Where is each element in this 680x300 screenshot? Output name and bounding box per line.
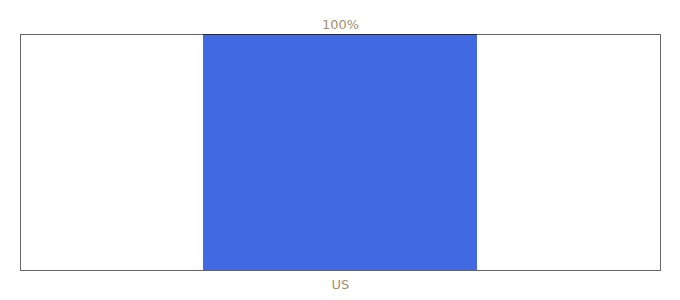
svg-text:US: US — [332, 277, 350, 292]
svg-text:100%: 100% — [322, 17, 359, 32]
